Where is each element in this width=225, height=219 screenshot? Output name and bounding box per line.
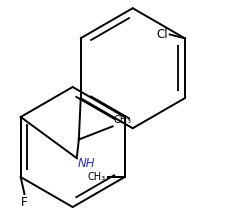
Text: CH₃: CH₃	[113, 115, 131, 125]
Text: CH₃: CH₃	[87, 172, 106, 182]
Text: NH: NH	[78, 157, 95, 170]
Text: F: F	[21, 196, 28, 209]
Text: Cl: Cl	[155, 28, 167, 41]
